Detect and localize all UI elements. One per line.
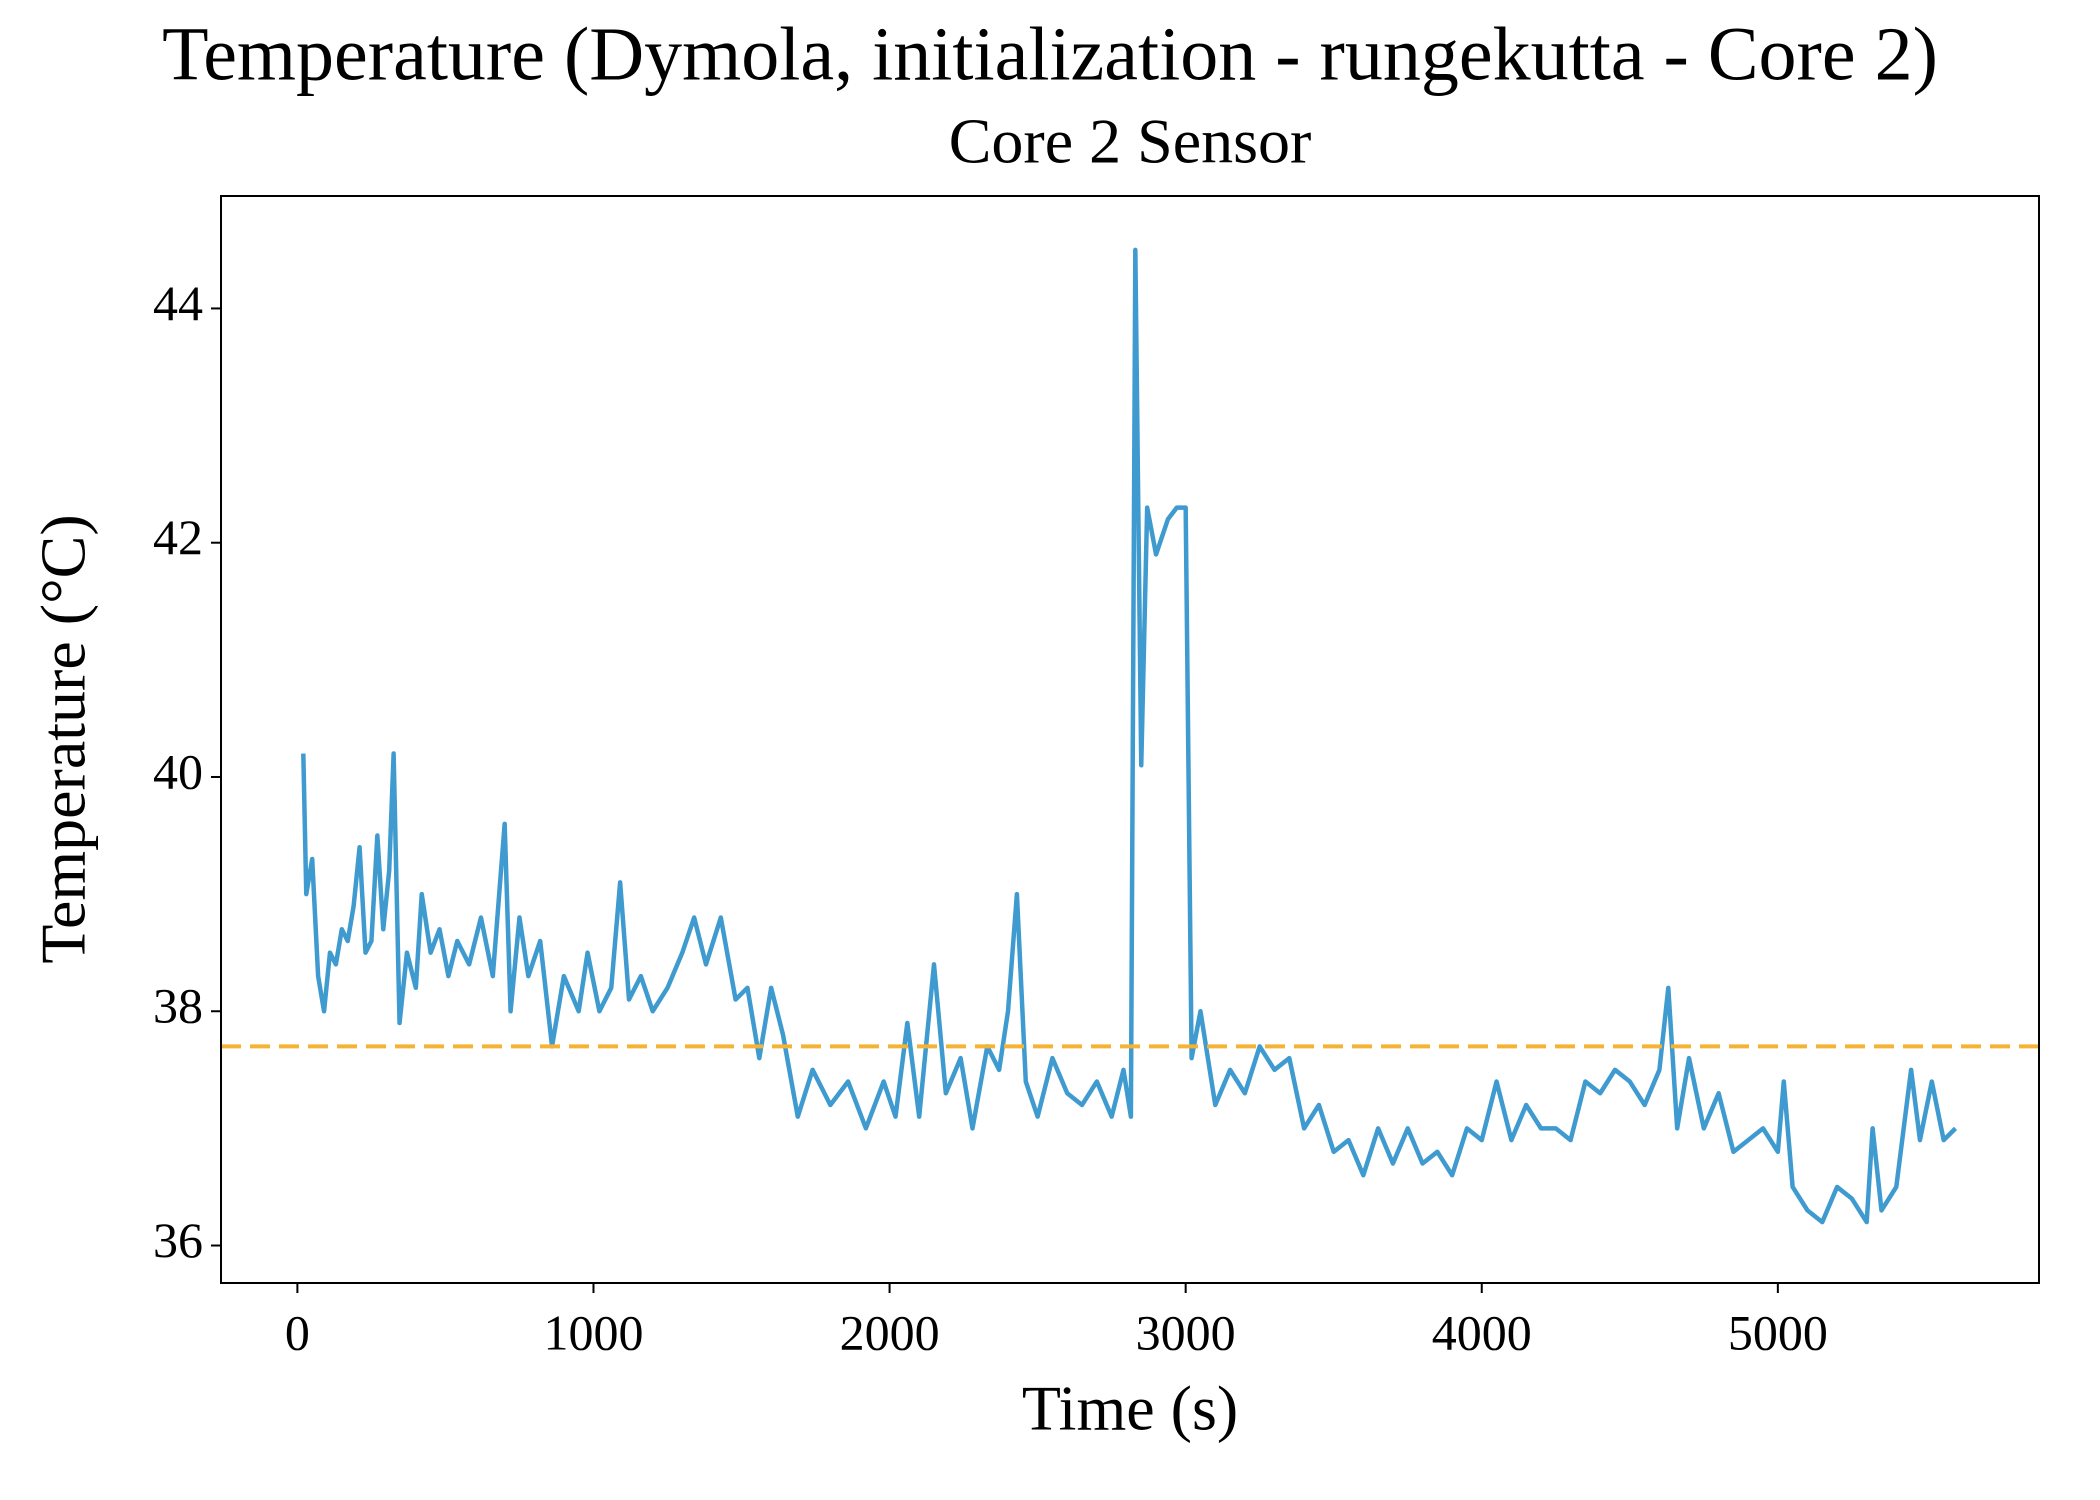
x-tick-label: 0 (285, 1304, 310, 1360)
plot-frame (220, 195, 2040, 1284)
y-tick-label: 44 (153, 275, 203, 331)
chart-title: Temperature (Dymola, initialization - ru… (162, 12, 1938, 96)
y-tick-label: 38 (153, 978, 203, 1034)
x-tick-label: 4000 (1432, 1304, 1532, 1360)
y-tick-label: 36 (153, 1212, 203, 1268)
x-tick-label: 2000 (840, 1304, 940, 1360)
x-tick-label: 5000 (1728, 1304, 1828, 1360)
x-tick-label: 3000 (1136, 1304, 1236, 1360)
chart-subtitle: Core 2 Sensor (949, 106, 1312, 177)
data-line (301, 247, 1958, 1225)
x-axis-label: Time (s) (1022, 1373, 1238, 1444)
y-tick-label: 40 (153, 743, 203, 799)
y-axis-label: Temperature (°C) (28, 514, 99, 963)
y-tick-label: 42 (153, 509, 203, 565)
x-tick-label: 1000 (543, 1304, 643, 1360)
